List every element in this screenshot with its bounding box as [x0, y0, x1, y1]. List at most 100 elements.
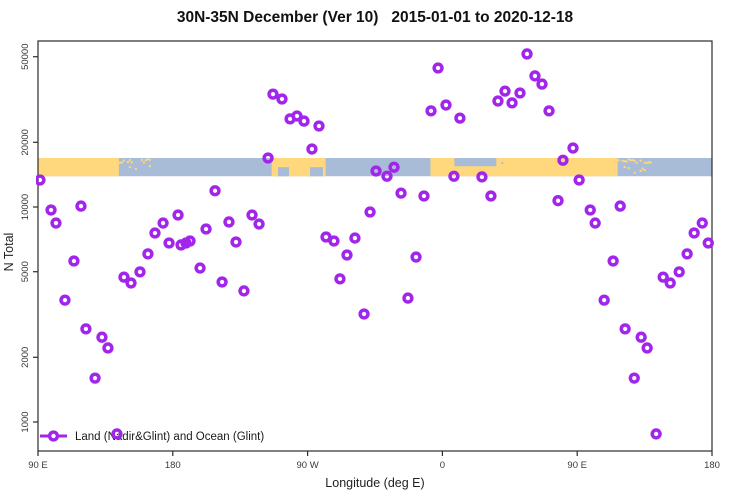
data-point — [614, 200, 626, 212]
data-point — [425, 105, 437, 117]
data-point — [485, 190, 497, 202]
band-speckle — [134, 167, 137, 170]
data-point — [673, 266, 685, 278]
band-speckle — [130, 161, 133, 164]
y-tick-label: 10000 — [20, 194, 31, 220]
data-point — [402, 292, 414, 304]
x-axis-ticks: 90 E 180 90 W 0 90 E 180 — [28, 451, 720, 471]
legend-label: Land (Nadir&Glint) and Ocean (Glint) — [75, 431, 264, 443]
data-point — [499, 85, 511, 97]
band-speckle — [635, 161, 638, 164]
data-point — [598, 294, 610, 306]
data-point — [364, 206, 376, 218]
band-speckle — [649, 161, 652, 164]
y-tick-label: 50000 — [20, 44, 31, 70]
data-point — [276, 93, 288, 105]
data-point — [440, 99, 452, 111]
x-tick-label: 90 W — [297, 460, 319, 471]
band-speckle — [641, 167, 644, 170]
chart-title: 30N-35N December (Ver 10) 2015-01-01 to … — [176, 9, 574, 26]
data-point — [476, 171, 488, 183]
y-tick-label: 20000 — [20, 129, 31, 155]
data-point — [543, 105, 555, 117]
data-point — [216, 276, 228, 288]
x-tick-label: 90 E — [567, 460, 587, 471]
band-speckle — [643, 169, 646, 172]
data-point — [68, 255, 80, 267]
data-point — [157, 217, 169, 229]
data-point — [253, 218, 265, 230]
data-point — [172, 209, 184, 221]
data-point — [306, 143, 318, 155]
data-point — [536, 78, 548, 90]
data-point — [111, 428, 123, 440]
band-speckle — [144, 159, 147, 162]
data-point — [552, 195, 564, 207]
data-point — [142, 248, 154, 260]
data-point — [223, 216, 235, 228]
band-land-segment — [38, 158, 119, 177]
data-point — [262, 152, 274, 164]
data-point — [291, 110, 303, 122]
y-tick-label: 1000 — [20, 411, 31, 432]
y-tick-label: 2000 — [20, 347, 31, 368]
data-point — [589, 217, 601, 229]
data-point — [454, 112, 466, 124]
data-point — [184, 235, 196, 247]
band-speckle — [128, 159, 131, 162]
data-point — [514, 87, 526, 99]
data-point — [36, 174, 46, 186]
band-coast-notch — [278, 167, 290, 177]
data-point — [358, 308, 370, 320]
band-speckle — [148, 158, 151, 161]
data-point — [298, 115, 310, 127]
legend: Land (Nadir&Glint) and Ocean (Glint) — [40, 430, 264, 443]
band-speckle — [142, 161, 145, 164]
band-mediterranean — [454, 158, 497, 167]
band-speckle — [639, 169, 642, 172]
data-point — [134, 266, 146, 278]
band-speckle — [623, 160, 626, 163]
data-point — [681, 248, 693, 260]
data-point — [209, 185, 221, 197]
data-point — [349, 232, 361, 244]
data-point — [619, 323, 631, 335]
x-tick-label: 180 — [165, 460, 181, 471]
band-speckle — [146, 158, 149, 161]
data-point — [334, 273, 346, 285]
data-point — [149, 227, 161, 239]
data-point — [688, 227, 700, 239]
x-axis-title: Longitude (deg E) — [325, 476, 425, 490]
data-point — [395, 187, 407, 199]
data-point — [650, 428, 662, 440]
plot-border — [37, 40, 713, 452]
band-speckle — [631, 158, 634, 161]
data-point — [75, 200, 87, 212]
data-point — [492, 95, 504, 107]
band-speckle — [118, 161, 121, 164]
band-speckle — [140, 158, 143, 161]
data-point — [102, 342, 114, 354]
data-point — [341, 249, 353, 261]
band-speckle — [501, 161, 504, 164]
data-point — [664, 277, 676, 289]
data-point — [267, 88, 279, 100]
data-point — [521, 48, 533, 60]
band-speckle — [126, 160, 129, 163]
data-point — [118, 271, 130, 283]
data-point — [59, 294, 71, 306]
data-point — [96, 331, 108, 343]
band-speckle — [647, 161, 650, 164]
data-point — [238, 285, 250, 297]
data-point — [45, 204, 57, 216]
band-speckle — [617, 159, 620, 162]
data-point — [567, 142, 579, 154]
data-point — [410, 251, 422, 263]
data-point — [200, 223, 212, 235]
band-speckle — [645, 161, 648, 164]
data-point — [702, 237, 714, 249]
data-point — [573, 174, 585, 186]
band-speckle — [643, 161, 646, 164]
y-tick-label: 5000 — [20, 261, 31, 282]
band-coast-notch — [309, 167, 324, 177]
